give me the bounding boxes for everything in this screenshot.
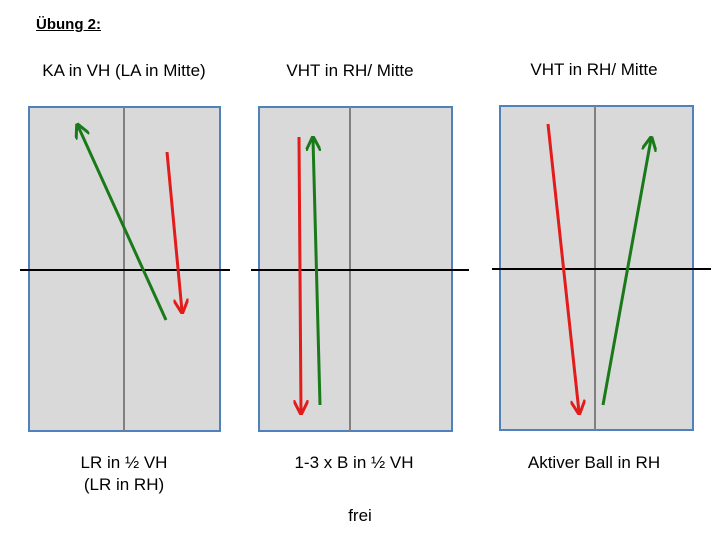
panel-2-table xyxy=(251,106,469,432)
green-arrow xyxy=(601,139,651,406)
red-arrow xyxy=(299,136,301,412)
panel-1-caption: LR in ½ VH (LR in RH) xyxy=(24,452,224,496)
footer-text: frei xyxy=(348,506,372,525)
red-arrow xyxy=(165,151,182,311)
panel-3-table xyxy=(492,105,711,431)
green-arrow xyxy=(78,126,168,321)
panel-2-heading: VHT in RH/ Mitte xyxy=(286,61,414,80)
red-arrow xyxy=(546,123,579,412)
panel-1-caption-line-2: (LR in RH) xyxy=(83,475,165,494)
exercise-title: Übung 2: xyxy=(36,16,101,33)
panel-3-heading: VHT in RH/ Mitte xyxy=(530,60,658,79)
panel-2-caption: 1-3 x B in ½ VH xyxy=(254,452,454,474)
panel-3-caption-line-1: Aktiver Ball in RH xyxy=(527,453,661,472)
panel-1-table xyxy=(20,106,230,432)
green-arrow xyxy=(313,139,322,406)
panel-2-caption-line-1: 1-3 x B in ½ VH xyxy=(294,453,414,472)
panel-1-caption-line-1: LR in ½ VH xyxy=(80,453,168,472)
panel-3-caption: Aktiver Ball in RH xyxy=(494,452,694,474)
panel-1-heading: KA in VH (LA in Mitte) xyxy=(42,61,206,80)
